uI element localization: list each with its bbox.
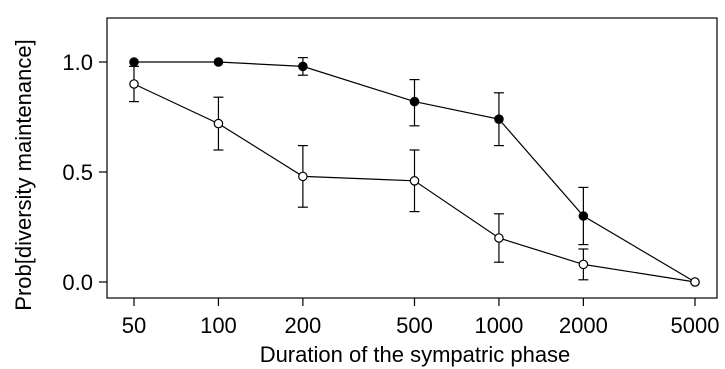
data-point bbox=[213, 118, 224, 129]
plot-area-frame bbox=[106, 17, 718, 299]
x-tick-label: 500 bbox=[396, 313, 433, 338]
plot-border bbox=[106, 17, 718, 299]
data-point bbox=[409, 96, 420, 107]
data-point bbox=[578, 211, 589, 221]
y-tick-label: 0.5 bbox=[62, 160, 93, 185]
x-tick-label: 5000 bbox=[671, 313, 720, 338]
data-point bbox=[298, 171, 308, 182]
data-point bbox=[213, 57, 224, 67]
data-series bbox=[129, 56, 700, 287]
x-axis: 50 100 200 500 1000 2000 5000 bbox=[122, 298, 720, 338]
x-axis-title: Duration of the sympatric phase bbox=[260, 342, 571, 367]
y-tick-label: 1.0 bbox=[62, 50, 93, 75]
y-tick-label: 0.0 bbox=[62, 270, 93, 295]
x-tick-label: 100 bbox=[200, 313, 237, 338]
data-point bbox=[129, 57, 139, 67]
x-tick-label: 1000 bbox=[474, 313, 523, 338]
data-point bbox=[129, 79, 139, 89]
data-point bbox=[578, 259, 589, 270]
series-2 bbox=[129, 65, 700, 287]
data-point bbox=[409, 176, 420, 186]
x-tick-label: 2000 bbox=[559, 313, 608, 338]
series-1 bbox=[129, 56, 700, 287]
y-axis: 0.0 0.5 1.0 bbox=[62, 50, 107, 295]
data-point bbox=[690, 277, 700, 287]
x-tick-label: 50 bbox=[122, 313, 146, 338]
data-point bbox=[494, 114, 504, 124]
x-tick-label: 200 bbox=[285, 313, 322, 338]
data-point bbox=[494, 233, 504, 243]
data-point bbox=[298, 61, 308, 72]
y-axis-title: Prob[diversity maintenance] bbox=[11, 39, 36, 310]
